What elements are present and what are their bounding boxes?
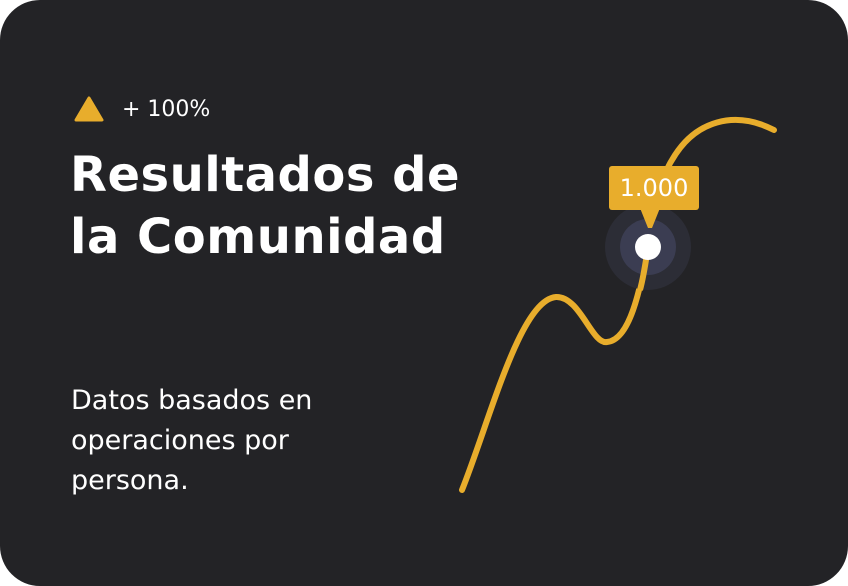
trend-line [459, 117, 777, 493]
triangle-up-icon [74, 96, 104, 122]
description: Datos basados en operaciones por persona… [71, 385, 313, 496]
growth-text: + 100% [122, 96, 211, 122]
value-tooltip: 1.000 [609, 166, 699, 210]
page-title: Resultados de la Comunidad [70, 147, 461, 265]
tooltip-pointer [640, 208, 660, 228]
growth-badge: + 100% [74, 96, 210, 122]
highlight-point [635, 234, 661, 260]
